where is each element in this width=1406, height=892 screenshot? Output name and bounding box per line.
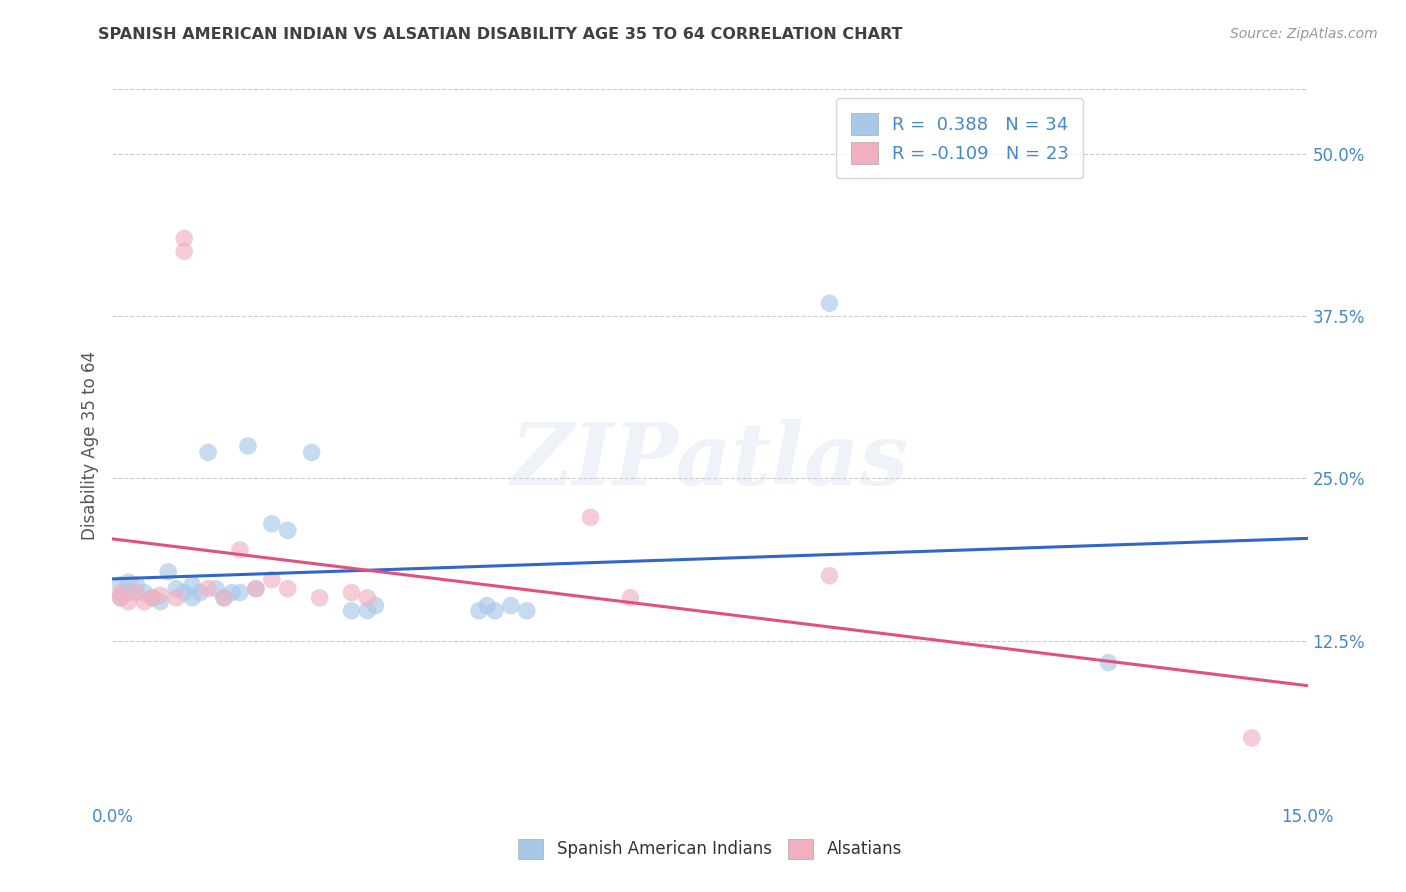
Point [229, 585, 252, 599]
Point [484, 604, 506, 618]
Point [165, 591, 187, 605]
Point [188, 585, 211, 599]
Point [141, 591, 163, 605]
Point [579, 510, 602, 524]
Point [221, 585, 243, 599]
Point [157, 565, 180, 579]
Point [277, 524, 299, 538]
Point [619, 591, 641, 605]
Point [229, 542, 252, 557]
Legend: Spanish American Indians, Alsatians: Spanish American Indians, Alsatians [512, 832, 908, 866]
Point [197, 445, 219, 459]
Point [212, 591, 235, 605]
Point [205, 582, 228, 596]
Point [173, 585, 195, 599]
Point [475, 599, 498, 613]
Point [110, 591, 132, 605]
Point [149, 595, 172, 609]
Point [260, 573, 283, 587]
Point [236, 439, 259, 453]
Point [340, 585, 363, 599]
Point [516, 604, 538, 618]
Point [110, 578, 132, 592]
Point [468, 604, 491, 618]
Point [245, 582, 267, 596]
Y-axis label: Disability Age 35 to 64: Disability Age 35 to 64 [80, 351, 98, 541]
Point [110, 585, 132, 599]
Point [1240, 731, 1263, 745]
Point [125, 585, 148, 599]
Point [117, 575, 139, 590]
Point [117, 595, 139, 609]
Point [141, 591, 163, 605]
Point [181, 578, 204, 592]
Point [356, 604, 378, 618]
Point [134, 595, 156, 609]
Text: ZIPatlas: ZIPatlas [510, 418, 910, 502]
Text: Source: ZipAtlas.com: Source: ZipAtlas.com [1230, 27, 1378, 41]
Point [110, 591, 132, 605]
Point [301, 445, 323, 459]
Point [181, 591, 204, 605]
Point [340, 604, 363, 618]
Point [149, 588, 172, 602]
Point [245, 582, 267, 596]
Point [818, 296, 841, 310]
Point [260, 516, 283, 531]
Point [134, 585, 156, 599]
Point [499, 599, 522, 613]
Point [197, 582, 219, 596]
Point [125, 578, 148, 592]
Point [277, 582, 299, 596]
Point [173, 244, 195, 259]
Text: SPANISH AMERICAN INDIAN VS ALSATIAN DISABILITY AGE 35 TO 64 CORRELATION CHART: SPANISH AMERICAN INDIAN VS ALSATIAN DISA… [98, 27, 903, 42]
Point [117, 585, 139, 599]
Point [308, 591, 330, 605]
Point [356, 591, 378, 605]
Point [1097, 656, 1119, 670]
Point [364, 599, 387, 613]
Point [173, 231, 195, 245]
Point [212, 591, 235, 605]
Point [165, 582, 187, 596]
Point [818, 568, 841, 582]
